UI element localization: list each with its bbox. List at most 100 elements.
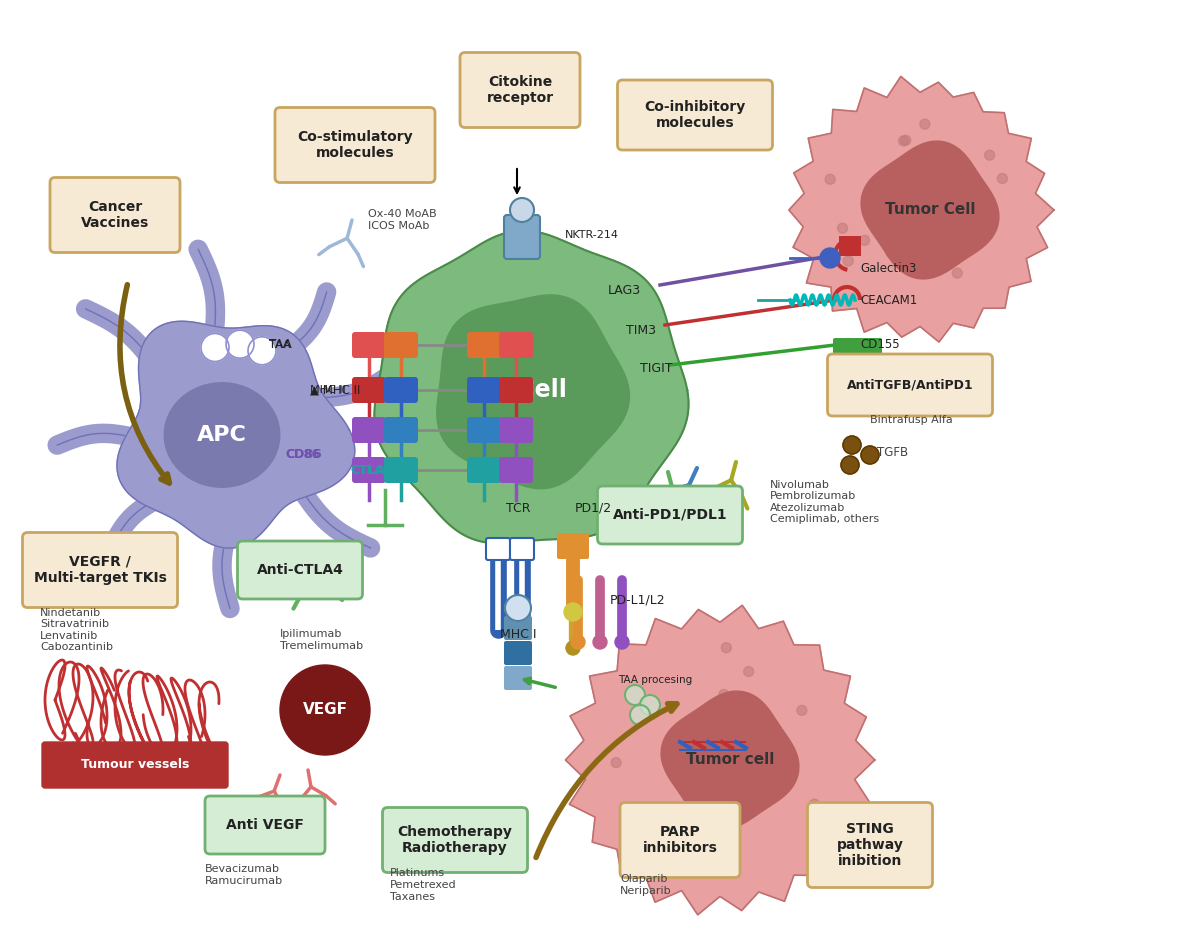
Circle shape	[593, 635, 607, 649]
Text: Bintrafusp Alfa: Bintrafusp Alfa	[870, 415, 953, 425]
FancyBboxPatch shape	[460, 52, 580, 128]
Circle shape	[708, 719, 719, 729]
FancyBboxPatch shape	[467, 332, 502, 358]
Circle shape	[901, 135, 911, 145]
Circle shape	[566, 641, 580, 655]
Text: Nindetanib
Sitravatrinib
Lenvatinib
Cabozantinib: Nindetanib Sitravatrinib Lenvatinib Cabo…	[40, 608, 113, 652]
Text: Co-inhibitory
molecules: Co-inhibitory molecules	[644, 100, 745, 130]
FancyBboxPatch shape	[510, 538, 534, 560]
Text: TCR: TCR	[506, 501, 530, 514]
Circle shape	[997, 173, 1007, 184]
FancyBboxPatch shape	[384, 332, 418, 358]
Text: PD1/2: PD1/2	[575, 501, 612, 514]
Circle shape	[202, 334, 229, 362]
Circle shape	[953, 268, 962, 278]
FancyBboxPatch shape	[23, 532, 178, 608]
Circle shape	[920, 119, 930, 130]
Circle shape	[844, 256, 853, 266]
Circle shape	[280, 665, 370, 755]
FancyBboxPatch shape	[504, 215, 540, 259]
Circle shape	[625, 685, 646, 705]
Polygon shape	[116, 322, 355, 548]
Text: Ox-40 MoAB
ICOS MoAb: Ox-40 MoAB ICOS MoAb	[368, 209, 437, 231]
Circle shape	[640, 695, 660, 715]
Circle shape	[510, 198, 534, 222]
Text: TIM3: TIM3	[626, 323, 656, 336]
Circle shape	[942, 228, 953, 238]
Circle shape	[667, 750, 677, 760]
Text: ▲ MHC II: ▲ MHC II	[310, 383, 360, 396]
Text: Nivolumab
Pembrolizumab
Atezolizumab
Cemiplimab, others: Nivolumab Pembrolizumab Atezolizumab Cem…	[770, 480, 880, 525]
Text: MHC II: MHC II	[310, 385, 346, 395]
Circle shape	[838, 224, 847, 233]
Text: NKTR-214: NKTR-214	[565, 230, 619, 240]
FancyBboxPatch shape	[50, 177, 180, 253]
Text: TAA: TAA	[269, 338, 292, 351]
Circle shape	[226, 330, 254, 358]
Text: CTLA4: CTLA4	[350, 463, 390, 476]
FancyBboxPatch shape	[352, 417, 386, 443]
Circle shape	[770, 773, 780, 783]
FancyBboxPatch shape	[275, 107, 436, 183]
Text: TAA: TAA	[269, 340, 290, 350]
Text: Bevacizumab
Ramucirumab: Bevacizumab Ramucirumab	[205, 864, 283, 885]
FancyBboxPatch shape	[467, 457, 502, 483]
Circle shape	[686, 838, 697, 848]
Text: CD86: CD86	[286, 448, 319, 461]
FancyBboxPatch shape	[504, 641, 532, 665]
FancyBboxPatch shape	[238, 541, 362, 599]
FancyBboxPatch shape	[499, 377, 533, 403]
Circle shape	[929, 233, 938, 243]
Text: LAG3: LAG3	[608, 283, 641, 296]
FancyBboxPatch shape	[828, 354, 992, 416]
Circle shape	[974, 226, 984, 237]
Circle shape	[911, 168, 920, 178]
Text: Olaparib
Neriparib: Olaparib Neriparib	[620, 874, 672, 896]
Circle shape	[899, 136, 908, 146]
Text: Cancer
Vaccines: Cancer Vaccines	[80, 199, 149, 230]
Text: AntiTGFB/AntiPD1: AntiTGFB/AntiPD1	[847, 378, 973, 391]
Text: Galectin3: Galectin3	[860, 262, 917, 275]
Text: Platinums
Pemetrexed
Taxanes: Platinums Pemetrexed Taxanes	[390, 869, 457, 901]
Circle shape	[616, 635, 629, 649]
Circle shape	[841, 456, 859, 474]
Text: STING
pathway
inibition: STING pathway inibition	[836, 822, 904, 869]
FancyBboxPatch shape	[383, 807, 528, 872]
Circle shape	[611, 758, 622, 768]
Circle shape	[862, 446, 878, 464]
Circle shape	[886, 248, 896, 258]
Text: VEGF: VEGF	[302, 703, 348, 718]
FancyBboxPatch shape	[504, 666, 532, 690]
FancyBboxPatch shape	[808, 802, 932, 887]
Circle shape	[744, 666, 754, 677]
Circle shape	[748, 791, 758, 802]
Circle shape	[665, 741, 674, 750]
FancyBboxPatch shape	[486, 538, 510, 560]
Text: PARP
inhibitors: PARP inhibitors	[642, 825, 718, 855]
Text: Anti-CTLA4: Anti-CTLA4	[257, 563, 343, 577]
Text: CD155: CD155	[860, 338, 900, 351]
Text: TGFB: TGFB	[877, 445, 908, 459]
Text: Tumour vessels: Tumour vessels	[80, 759, 190, 772]
Text: APC: APC	[197, 425, 247, 445]
Circle shape	[726, 792, 736, 802]
Circle shape	[630, 705, 650, 725]
Text: Tumor cell: Tumor cell	[686, 752, 774, 767]
FancyBboxPatch shape	[384, 377, 418, 403]
Text: TIGIT: TIGIT	[640, 362, 672, 375]
Circle shape	[859, 236, 870, 245]
Polygon shape	[437, 295, 629, 488]
Text: CEACAM1: CEACAM1	[860, 294, 917, 307]
Text: Citokine
receptor: Citokine receptor	[486, 75, 553, 105]
FancyBboxPatch shape	[557, 533, 589, 559]
Circle shape	[248, 336, 276, 364]
Circle shape	[686, 831, 696, 842]
Text: Ipilimumab
Tremelimumab: Ipilimumab Tremelimumab	[280, 629, 364, 651]
Text: VEGFR /
Multi-target TKIs: VEGFR / Multi-target TKIs	[34, 555, 167, 585]
Circle shape	[719, 690, 728, 699]
Circle shape	[682, 818, 691, 829]
Polygon shape	[565, 605, 875, 915]
Circle shape	[571, 635, 586, 649]
FancyBboxPatch shape	[384, 457, 418, 483]
FancyBboxPatch shape	[499, 332, 533, 358]
